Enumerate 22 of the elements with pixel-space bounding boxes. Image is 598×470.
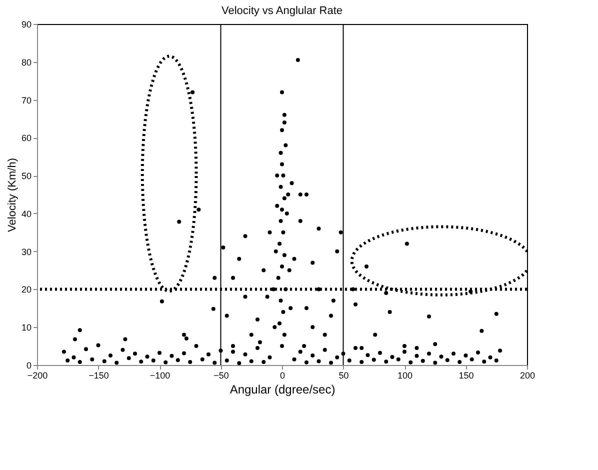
x-tick-label: −50 <box>214 370 229 380</box>
y-tick-label: 0 <box>26 360 32 370</box>
y-tick-label: 30 <box>21 246 32 257</box>
x-tick-label: 100 <box>397 370 413 380</box>
y-tick-label: 90 <box>21 20 32 30</box>
y-tick-label: 70 <box>21 95 32 106</box>
x-tick-label: −100 <box>150 370 170 380</box>
y-tick-label: 60 <box>21 133 32 144</box>
y-tick-label: 10 <box>21 322 32 333</box>
y-tick-label: 80 <box>21 57 32 68</box>
y-axis-title: Velocity (Km/h) <box>6 158 18 232</box>
x-tick-label: 50 <box>338 370 349 380</box>
x-tick-label: 150 <box>458 370 474 380</box>
x-tick-label: 200 <box>520 370 536 380</box>
y-tick-label: 40 <box>21 208 32 219</box>
x-tick-label: −150 <box>88 370 109 380</box>
chart-title: Velocity vs Anglular Rate <box>221 5 343 17</box>
y-tick-label: 20 <box>21 284 32 295</box>
x-tick-label: 0 <box>280 370 286 380</box>
x-axis-title: Angular (dgree/sec) <box>230 382 336 396</box>
x-tick-label: −200 <box>27 370 48 380</box>
y-tick-label: 50 <box>21 171 32 182</box>
